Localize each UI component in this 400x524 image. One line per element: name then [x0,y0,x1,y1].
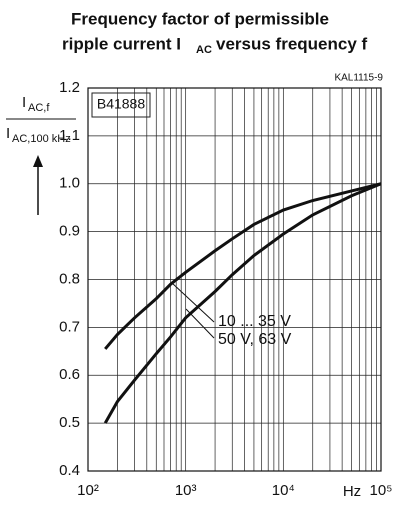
series-code: B41888 [97,96,145,112]
figure-code: KAL1115-9 [334,73,383,84]
line-series [104,182,382,350]
x-tick-label: 10³ [175,482,197,499]
y-label-subscript: AC,f [28,102,50,114]
chart-title: ripple current I [62,34,181,53]
x-unit: Hz [343,483,361,500]
leader-line [171,282,215,323]
chart-title-subscript: AC [196,44,212,56]
y-label: I [22,94,26,111]
y-tick-label: 0.6 [59,366,80,383]
legend-label: 10 ... 35 V [218,313,291,330]
legend-label: 50 V, 63 V [218,331,292,348]
y-tick-label: 0.4 [59,462,80,479]
y-label-subscript: AC,100 kHz [12,133,71,145]
y-label: I [6,125,10,142]
x-tick-label: 10⁴ [272,482,295,499]
line-series [103,182,382,424]
x-tick-label: 10⁵ [370,482,393,499]
y-tick-label: 1.1 [59,127,80,144]
axis-arrow-head [33,155,43,167]
y-tick-label: 0.8 [59,270,80,287]
y-tick-label: 0.7 [59,318,80,335]
chart-title: versus frequency f [216,34,368,53]
chart-title: Frequency factor of permissible [71,9,329,28]
y-tick-label: 1.2 [59,79,80,96]
y-tick-label: 0.9 [59,223,80,240]
y-tick-label: 0.5 [59,414,80,431]
plot-frame [87,87,382,472]
code-box [91,92,151,118]
y-tick-label: 1.0 [59,175,80,192]
x-tick-label: 10² [77,482,99,499]
